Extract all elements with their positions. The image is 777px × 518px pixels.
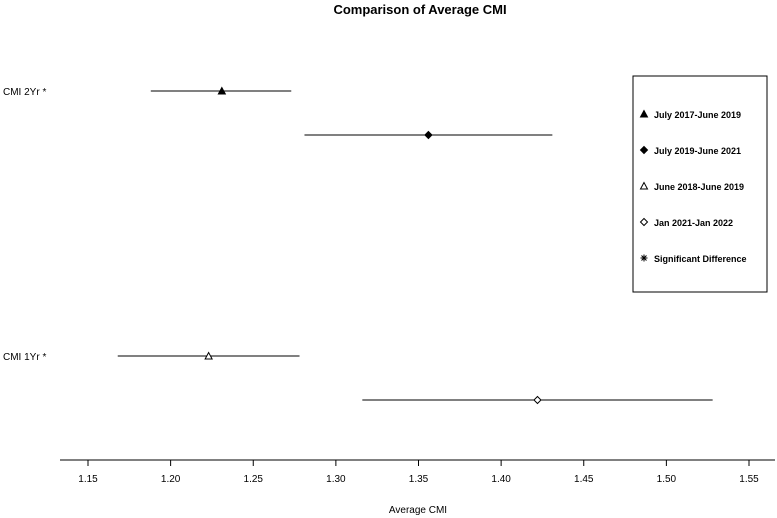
legend-label-3: June 2018-June 2019 xyxy=(654,182,744,192)
point-estimate-series-4 xyxy=(533,395,542,405)
point-estimate-series-2 xyxy=(424,130,433,140)
x-tick-label: 1.25 xyxy=(244,474,264,485)
chart-title: Comparison of Average CMI xyxy=(333,2,506,17)
point-estimate-series-1 xyxy=(217,86,227,95)
point-estimate-series-3 xyxy=(204,351,213,360)
x-tick-label: 1.55 xyxy=(739,474,759,485)
legend-marker-3 xyxy=(639,181,649,190)
plot-layer: CMI 2Yr * CMI 1Yr * xyxy=(3,86,713,405)
legend-marker-1 xyxy=(639,109,649,118)
x-axis-ticks: 1.15 1.20 1.25 1.30 1.35 1.40 1.45 1.50 1.55 xyxy=(78,460,759,485)
legend-label-5: Significant Difference xyxy=(654,254,747,264)
x-tick-label: 1.40 xyxy=(491,474,511,485)
legend-label-2: July 2019-June 2021 xyxy=(654,146,741,156)
legend-marker-2 xyxy=(639,145,649,155)
x-tick-label: 1.45 xyxy=(574,474,594,485)
x-tick-label: 1.15 xyxy=(78,474,98,485)
legend-label-1: July 2017-June 2019 xyxy=(654,110,741,120)
row-label: CMI 1Yr * xyxy=(3,352,46,363)
legend: July 2017-June 2019 July 2019-June 2021 Ju… xyxy=(632,75,768,293)
x-tick-label: 1.20 xyxy=(161,474,181,485)
row-label: CMI 2Yr * xyxy=(3,87,46,98)
x-tick-label: 1.35 xyxy=(409,474,429,485)
x-axis-label: Average CMI xyxy=(389,505,447,516)
x-tick-label: 1.30 xyxy=(326,474,346,485)
legend-box xyxy=(632,75,768,293)
legend-marker-4 xyxy=(639,217,649,227)
legend-label-4: Jan 2021-Jan 2022 xyxy=(654,218,733,228)
legend-marker-5 xyxy=(640,254,648,262)
x-tick-label: 1.50 xyxy=(657,474,677,485)
